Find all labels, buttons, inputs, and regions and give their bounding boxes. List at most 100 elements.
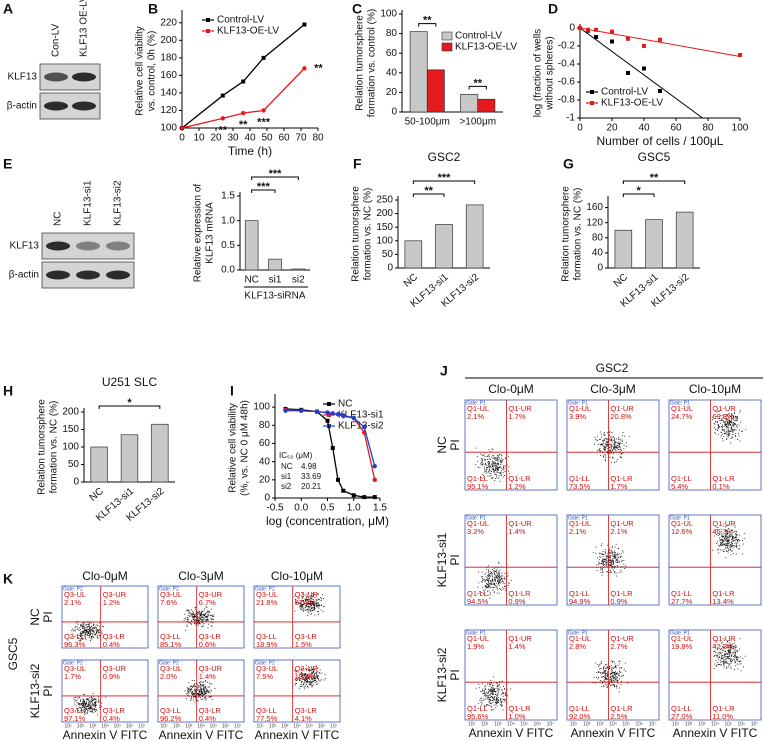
event-dot — [488, 458, 490, 460]
event-dot — [494, 463, 496, 465]
event-dot — [503, 588, 505, 590]
event-dot — [84, 635, 86, 637]
point — [220, 116, 225, 121]
event-dot — [475, 447, 477, 449]
event-dot — [618, 663, 620, 665]
event-dot — [606, 439, 608, 441]
event-dot — [201, 681, 203, 683]
event-dot — [502, 709, 504, 711]
event-dot — [611, 443, 613, 445]
event-dot — [726, 541, 728, 543]
event-dot — [203, 617, 205, 619]
event-dot — [491, 465, 493, 467]
event-dot — [485, 572, 487, 574]
event-dot — [484, 694, 486, 696]
event-dot — [713, 656, 715, 658]
event-dot — [501, 698, 503, 700]
event-dot — [602, 564, 604, 566]
ic50-title: IC₅₀ (μM) — [279, 451, 313, 460]
event-dot — [504, 582, 506, 584]
event-dot — [507, 572, 509, 574]
quadrant-name: Q1-UR — [508, 519, 532, 528]
event-dot — [731, 538, 733, 540]
event-dot — [605, 564, 607, 566]
quadrant-percent: 12.6% — [671, 527, 693, 536]
event-dot — [88, 705, 90, 706]
event-dot — [501, 701, 503, 703]
event-dot — [202, 685, 203, 687]
event-dot — [723, 550, 725, 552]
event-dot — [727, 650, 729, 652]
event-dot — [298, 598, 300, 600]
event-dot — [183, 620, 185, 621]
event-dot — [738, 548, 740, 550]
point — [626, 71, 630, 75]
event-dot — [199, 693, 200, 695]
event-dot — [499, 580, 501, 582]
event-dot — [504, 694, 506, 696]
lane-label: KLF13-si1 — [83, 180, 94, 226]
event-dot — [211, 683, 213, 685]
event-dot — [489, 466, 490, 468]
quadrant-percent: 2.1% — [467, 412, 484, 421]
event-dot — [301, 606, 302, 607]
event-dot — [77, 621, 79, 622]
event-dot — [307, 608, 309, 610]
event-dot — [482, 463, 484, 465]
event-dot — [85, 705, 87, 707]
event-dot — [195, 698, 197, 700]
point — [341, 488, 346, 493]
event-dot — [615, 674, 617, 675]
event-dot — [490, 688, 492, 690]
event-dot — [201, 620, 203, 621]
event-dot — [493, 688, 495, 690]
event-dot — [82, 626, 84, 628]
event-dot — [492, 577, 493, 579]
event-dot — [724, 655, 726, 657]
event-dot — [311, 686, 313, 688]
event-dot — [596, 676, 598, 678]
event-dot — [496, 576, 498, 578]
event-dot — [489, 699, 491, 701]
event-dot — [301, 607, 303, 608]
event-dot — [614, 665, 616, 667]
event-dot — [192, 617, 194, 619]
event-dot — [492, 699, 494, 701]
event-dot — [490, 580, 492, 582]
event-dot — [503, 699, 505, 700]
event-dot — [309, 609, 311, 611]
event-dot — [737, 540, 739, 542]
event-dot — [317, 606, 319, 608]
event-dot — [190, 688, 192, 690]
event-dot — [616, 672, 617, 674]
event-dot — [738, 424, 740, 426]
quadrant-name: Q3-LL — [160, 632, 181, 641]
event-dot — [91, 704, 93, 706]
event-dot — [734, 420, 735, 422]
event-dot — [194, 683, 196, 685]
event-dot — [730, 413, 732, 415]
event-dot — [626, 682, 628, 684]
event-dot — [620, 672, 622, 673]
event-dot — [304, 679, 306, 681]
event-dot — [601, 443, 602, 445]
event-dot — [723, 664, 725, 666]
event-dot — [91, 630, 93, 632]
event-dot — [719, 645, 721, 647]
event-dot — [307, 603, 309, 605]
quadrant-name: Q3-LR — [103, 632, 126, 641]
event-dot — [610, 562, 612, 564]
event-dot — [305, 664, 307, 666]
event-dot — [482, 700, 484, 702]
quadrant-percent: 95.6% — [467, 712, 489, 721]
event-dot — [487, 581, 489, 583]
event-dot — [84, 708, 86, 710]
event-dot — [598, 671, 600, 673]
y-tick-label: 0.5 — [221, 240, 235, 251]
event-dot — [617, 565, 619, 567]
event-dot — [604, 671, 606, 673]
event-dot — [727, 421, 729, 423]
event-dot — [195, 620, 197, 622]
event-dot — [84, 701, 85, 703]
event-dot — [204, 693, 206, 695]
